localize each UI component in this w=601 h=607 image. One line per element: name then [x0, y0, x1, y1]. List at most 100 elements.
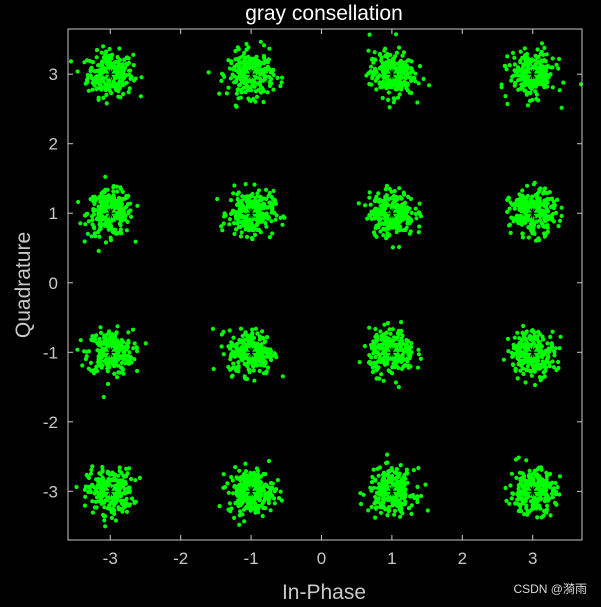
data-point	[534, 68, 539, 73]
data-point	[384, 341, 389, 347]
data-point	[528, 481, 533, 486]
data-point	[362, 344, 367, 349]
y-tick-label: 0	[49, 274, 58, 293]
data-point	[370, 365, 375, 370]
data-point	[536, 358, 541, 363]
data-point	[98, 325, 103, 330]
data-point	[92, 226, 97, 231]
data-point	[254, 466, 259, 471]
data-point	[518, 49, 523, 54]
data-point	[85, 80, 90, 85]
data-point	[243, 182, 248, 187]
data-point	[101, 44, 106, 49]
data-point	[264, 211, 269, 216]
data-point	[373, 196, 378, 202]
data-point	[83, 213, 88, 218]
data-point	[229, 59, 234, 64]
data-point	[405, 480, 410, 485]
data-point	[120, 344, 125, 349]
data-point	[272, 489, 277, 494]
data-point	[397, 244, 402, 250]
data-point	[226, 344, 231, 349]
data-point	[249, 472, 255, 477]
data-point	[512, 216, 517, 221]
data-point	[90, 87, 95, 92]
data-point	[90, 499, 95, 504]
data-point	[399, 339, 404, 344]
data-point	[361, 492, 366, 497]
data-point	[243, 347, 248, 352]
data-point	[374, 234, 379, 239]
data-point	[269, 357, 274, 363]
data-point	[115, 324, 120, 329]
data-point	[507, 206, 512, 211]
data-point	[244, 84, 249, 89]
data-point	[112, 502, 117, 508]
data-point	[522, 83, 528, 88]
data-point	[253, 485, 258, 490]
data-point	[127, 485, 132, 490]
data-point	[131, 63, 136, 68]
data-point	[273, 352, 278, 357]
data-point	[416, 347, 421, 352]
data-point	[244, 207, 249, 212]
data-point	[135, 349, 140, 354]
data-point	[239, 493, 244, 499]
data-point	[126, 489, 131, 494]
data-point	[240, 512, 245, 517]
data-point	[400, 333, 405, 338]
data-point	[133, 478, 138, 483]
data-point	[504, 498, 509, 503]
data-point	[91, 371, 97, 376]
data-point	[552, 353, 557, 358]
data-point	[369, 480, 375, 485]
data-point	[85, 231, 90, 236]
data-point	[551, 365, 557, 370]
data-point	[397, 211, 402, 216]
data-point	[391, 56, 397, 61]
data-point	[391, 502, 396, 507]
data-point	[132, 500, 137, 505]
data-point	[526, 235, 531, 240]
data-point	[121, 209, 126, 214]
data-point	[130, 327, 136, 332]
data-point	[246, 367, 251, 372]
data-point	[378, 510, 384, 515]
data-point	[94, 333, 99, 338]
data-point	[260, 329, 265, 334]
data-point	[509, 496, 514, 501]
data-point	[239, 90, 244, 95]
data-point	[271, 188, 276, 193]
data-point	[127, 357, 132, 363]
data-point	[259, 85, 265, 90]
data-point	[222, 214, 227, 219]
data-point	[522, 351, 527, 356]
data-point	[96, 248, 101, 254]
data-point	[403, 60, 408, 65]
data-point	[100, 85, 105, 91]
data-point	[125, 344, 130, 349]
data-point	[210, 326, 216, 331]
data-point	[390, 480, 395, 486]
data-point	[543, 488, 548, 494]
data-point	[393, 80, 398, 85]
data-point	[247, 505, 252, 510]
data-point	[95, 341, 100, 346]
data-point	[375, 76, 380, 81]
data-point	[536, 236, 541, 241]
data-point	[537, 187, 542, 192]
data-point	[373, 346, 378, 351]
data-point	[378, 229, 383, 234]
data-point	[117, 85, 122, 90]
data-point	[387, 59, 392, 64]
data-point	[536, 343, 541, 348]
data-point	[508, 230, 513, 235]
data-point	[402, 472, 407, 478]
data-point	[260, 501, 265, 506]
data-point	[544, 52, 549, 57]
data-point	[111, 79, 116, 84]
data-point	[244, 475, 249, 480]
data-point	[541, 352, 546, 357]
data-point	[260, 202, 265, 207]
data-point	[512, 68, 517, 73]
